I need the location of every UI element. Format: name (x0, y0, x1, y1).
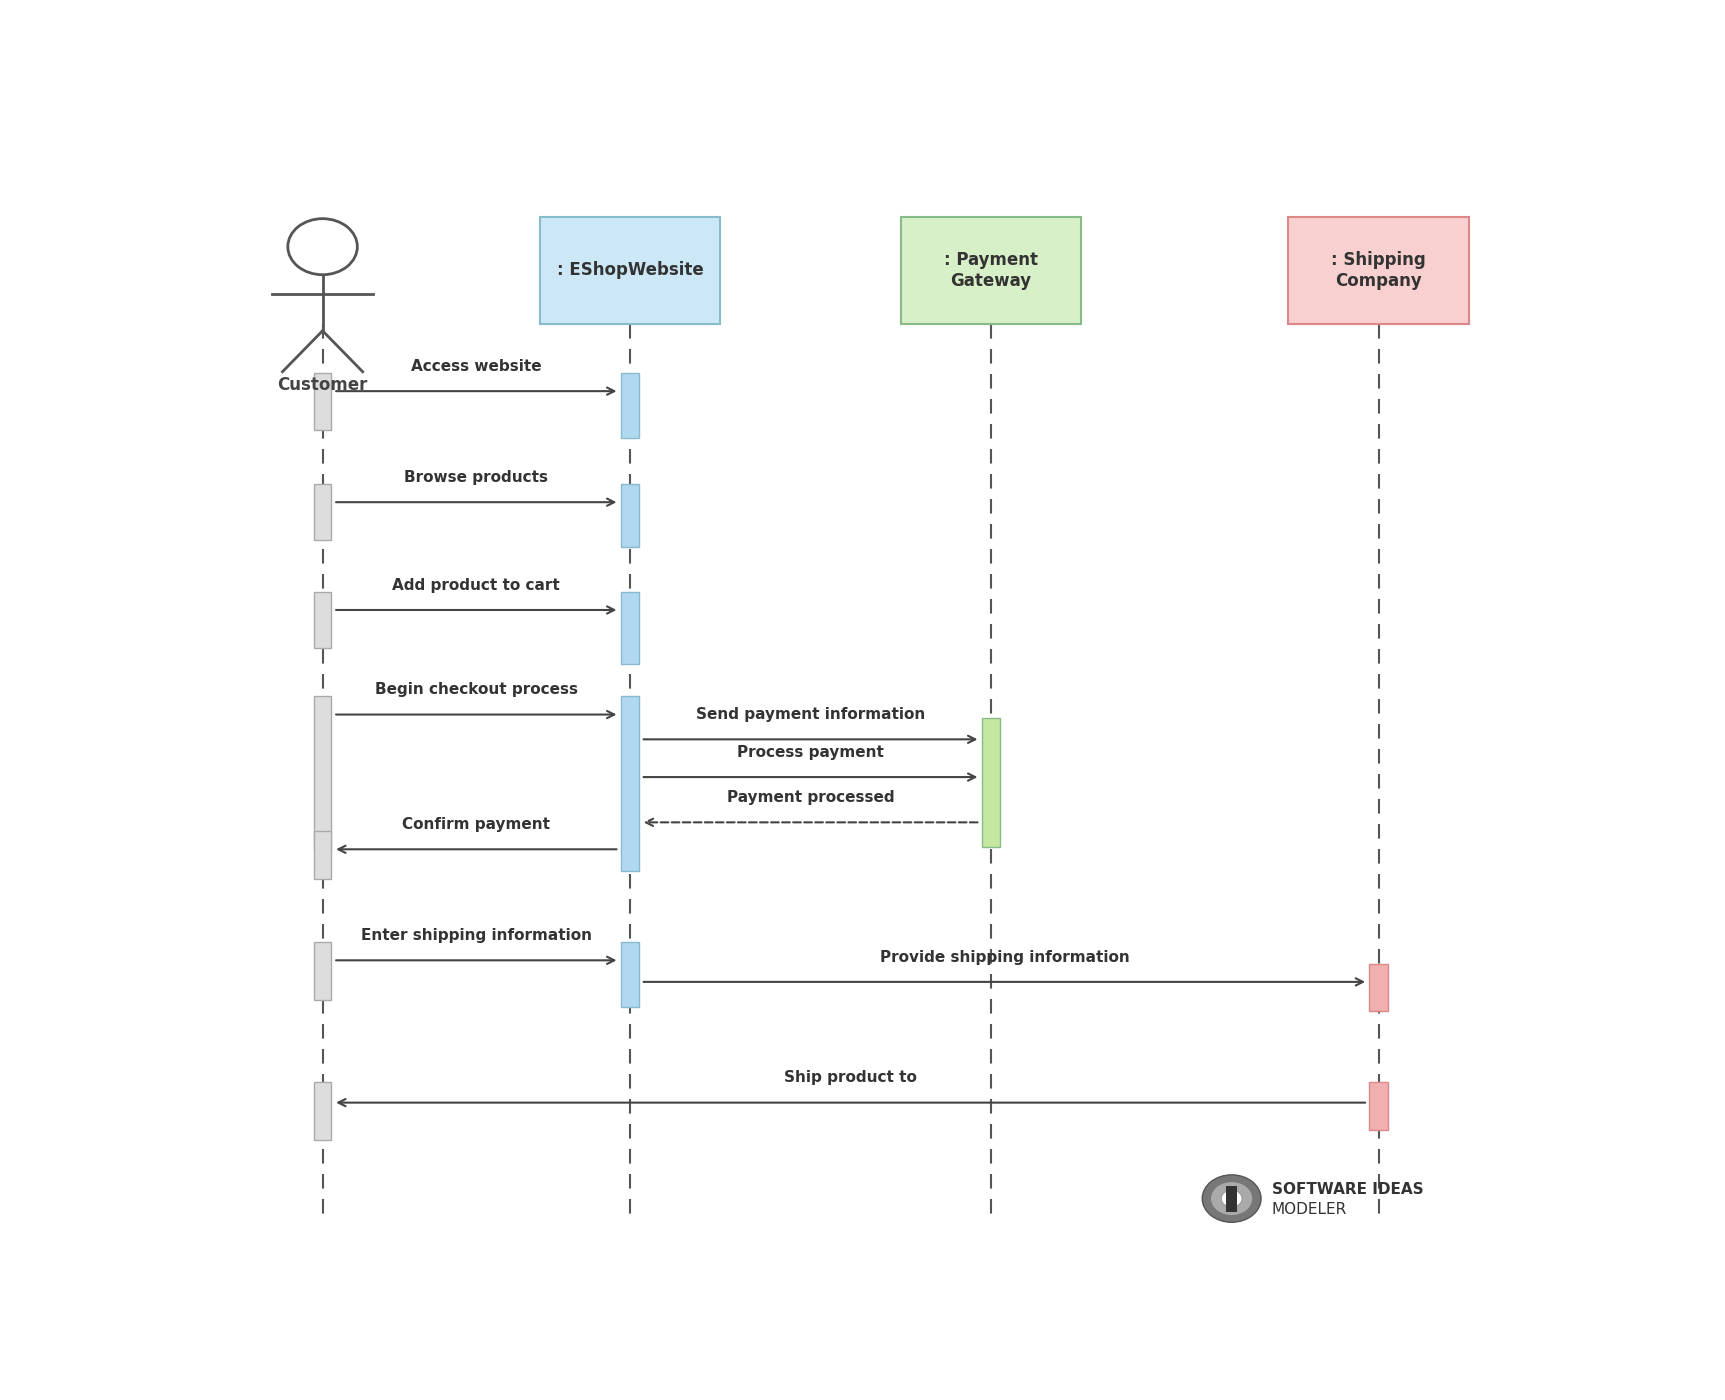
FancyBboxPatch shape (621, 696, 640, 871)
FancyBboxPatch shape (1370, 1082, 1389, 1130)
FancyBboxPatch shape (621, 942, 640, 1007)
FancyArrowPatch shape (336, 711, 614, 718)
FancyBboxPatch shape (982, 718, 1000, 847)
Text: Provide shipping information: Provide shipping information (880, 949, 1130, 965)
FancyBboxPatch shape (314, 372, 331, 430)
Text: MODELER: MODELER (1271, 1201, 1347, 1217)
FancyBboxPatch shape (540, 217, 721, 325)
FancyArrowPatch shape (336, 956, 614, 965)
FancyArrowPatch shape (338, 1099, 1364, 1106)
FancyBboxPatch shape (314, 484, 331, 540)
FancyArrowPatch shape (336, 606, 614, 613)
Circle shape (1211, 1182, 1252, 1215)
Text: : Payment
Gateway: : Payment Gateway (944, 251, 1038, 290)
Circle shape (1221, 1190, 1242, 1207)
Text: Begin checkout process: Begin checkout process (374, 682, 578, 697)
Text: : EShopWebsite: : EShopWebsite (557, 262, 704, 280)
FancyBboxPatch shape (314, 832, 331, 879)
Text: Process payment: Process payment (737, 745, 883, 760)
FancyBboxPatch shape (314, 942, 331, 1000)
Text: Enter shipping information: Enter shipping information (361, 928, 592, 944)
Text: Browse products: Browse products (404, 470, 549, 484)
Text: Customer: Customer (278, 377, 367, 393)
FancyArrowPatch shape (645, 819, 978, 826)
Text: : Shipping
Company: : Shipping Company (1332, 251, 1427, 290)
FancyBboxPatch shape (314, 696, 331, 850)
FancyArrowPatch shape (336, 388, 614, 395)
Text: Payment processed: Payment processed (726, 790, 894, 805)
FancyBboxPatch shape (621, 484, 640, 547)
Text: Ship product to: Ship product to (785, 1071, 918, 1085)
FancyArrowPatch shape (336, 498, 614, 505)
FancyBboxPatch shape (1289, 217, 1470, 325)
FancyBboxPatch shape (900, 217, 1082, 325)
FancyBboxPatch shape (1370, 963, 1389, 1011)
FancyArrowPatch shape (338, 846, 616, 853)
FancyArrowPatch shape (643, 979, 1363, 986)
Text: Confirm payment: Confirm payment (402, 818, 550, 832)
FancyBboxPatch shape (314, 592, 331, 648)
FancyBboxPatch shape (621, 592, 640, 664)
FancyBboxPatch shape (1226, 1186, 1237, 1211)
Text: Access website: Access website (411, 358, 542, 374)
Text: Add product to cart: Add product to cart (393, 578, 561, 592)
Text: SOFTWARE IDEAS: SOFTWARE IDEAS (1271, 1183, 1423, 1197)
FancyArrowPatch shape (643, 773, 975, 781)
Text: Send payment information: Send payment information (695, 707, 925, 722)
FancyArrowPatch shape (643, 736, 975, 743)
Circle shape (1202, 1175, 1261, 1222)
FancyBboxPatch shape (314, 1082, 331, 1141)
FancyBboxPatch shape (621, 372, 640, 437)
